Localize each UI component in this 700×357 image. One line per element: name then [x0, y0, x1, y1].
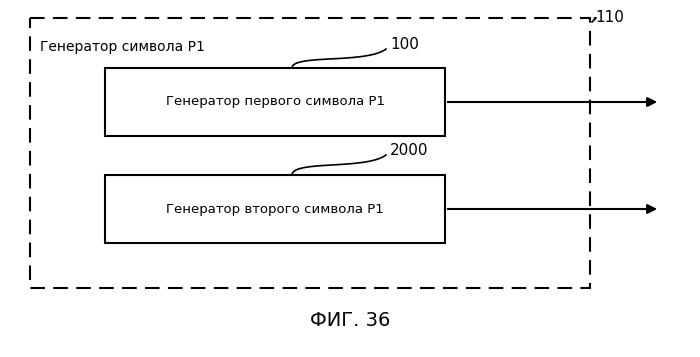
Text: Генератор второго символа P1: Генератор второго символа P1	[166, 202, 384, 216]
Text: 110: 110	[595, 10, 624, 25]
Bar	[30, 18, 590, 288]
Bar	[105, 68, 445, 136]
Text: Генератор символа P1: Генератор символа P1	[40, 40, 205, 54]
Text: 2000: 2000	[390, 143, 428, 158]
Text: Генератор первого символа P1: Генератор первого символа P1	[165, 96, 384, 109]
Text: ФИГ. 36: ФИГ. 36	[310, 311, 390, 330]
Text: 100: 100	[390, 37, 419, 52]
Bar	[105, 175, 445, 243]
